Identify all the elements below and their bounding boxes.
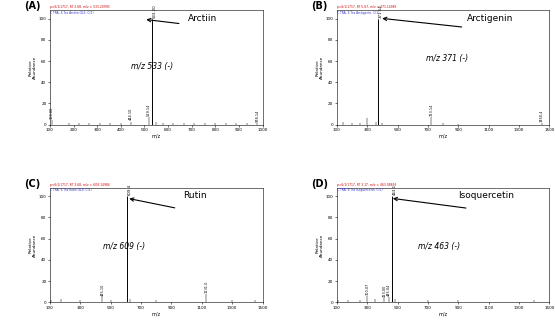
Y-axis label: Relative
Abundance: Relative Abundance [29,234,37,257]
Text: C TRA, 6 Tra Arctigenin, C(1): C TRA, 6 Tra Arctigenin, C(1) [337,11,379,15]
Text: p=6/1/1717, RT 3.68, m/z = 609.14984: p=6/1/1717, RT 3.68, m/z = 609.14984 [50,183,109,186]
Text: Rutin: Rutin [183,191,206,200]
Text: 1450.4: 1450.4 [540,109,544,122]
Text: 300.07: 300.07 [365,283,369,295]
Text: p=6/1/1717, RT 3.17, m/z = 463.08893: p=6/1/1717, RT 3.17, m/z = 463.08893 [337,183,396,186]
Text: (C): (C) [24,179,41,188]
X-axis label: m/z: m/z [438,311,448,316]
Text: 445.04: 445.04 [387,284,391,296]
Text: Arctigenin: Arctigenin [467,13,513,23]
Text: C TRA, 6 Tra Rutin GLS, C(1): C TRA, 6 Tra Rutin GLS, C(1) [50,188,92,192]
Text: (D): (D) [311,179,329,188]
Text: 413.00: 413.00 [382,285,386,297]
Text: (A): (A) [24,1,41,11]
Text: C TRA, 6 Tra Isoquercetin, C(1): C TRA, 6 Tra Isoquercetin, C(1) [337,188,382,192]
Text: (B): (B) [311,1,328,11]
Text: 109.00: 109.00 [50,107,54,119]
Text: 463.1: 463.1 [392,184,396,195]
Text: 533.20: 533.20 [153,4,157,17]
Text: Isoquercetin: Isoquercetin [458,191,514,200]
Text: m/z 533 (-): m/z 533 (-) [131,62,173,71]
Text: p=6/1/1717, RT 3.68, m/z = 533.20993: p=6/1/1717, RT 3.68, m/z = 533.20993 [50,5,109,9]
Text: m/z 609 (-): m/z 609 (-) [103,242,145,251]
Text: m/z 371 (-): m/z 371 (-) [426,54,468,62]
Text: 445.10: 445.10 [100,284,104,296]
Y-axis label: Relative
Abundance: Relative Abundance [316,56,324,79]
Text: 371.14: 371.14 [379,4,382,17]
Y-axis label: Relative
Abundance: Relative Abundance [29,56,37,79]
X-axis label: m/z: m/z [152,311,161,316]
Text: 723.14: 723.14 [430,104,433,116]
Text: m/z 463 (-): m/z 463 (-) [418,242,460,251]
Text: C TRA, 6 Tra Arctiin GLS, C(1): C TRA, 6 Tra Arctiin GLS, C(1) [50,11,94,15]
Text: 519.14: 519.14 [147,104,151,116]
Text: p=6/1/1717, RT 5.67, m/z = 371.14983: p=6/1/1717, RT 5.67, m/z = 371.14983 [337,5,396,9]
Text: Arctiin: Arctiin [188,13,218,23]
Text: 1131.0: 1131.0 [204,281,209,293]
Y-axis label: Relative
Abundance: Relative Abundance [316,234,324,257]
Text: 444.10: 444.10 [129,108,133,121]
Text: 978.14: 978.14 [255,109,259,122]
Text: 609.4: 609.4 [128,184,132,195]
X-axis label: m/z: m/z [152,134,161,138]
X-axis label: m/z: m/z [438,134,448,138]
